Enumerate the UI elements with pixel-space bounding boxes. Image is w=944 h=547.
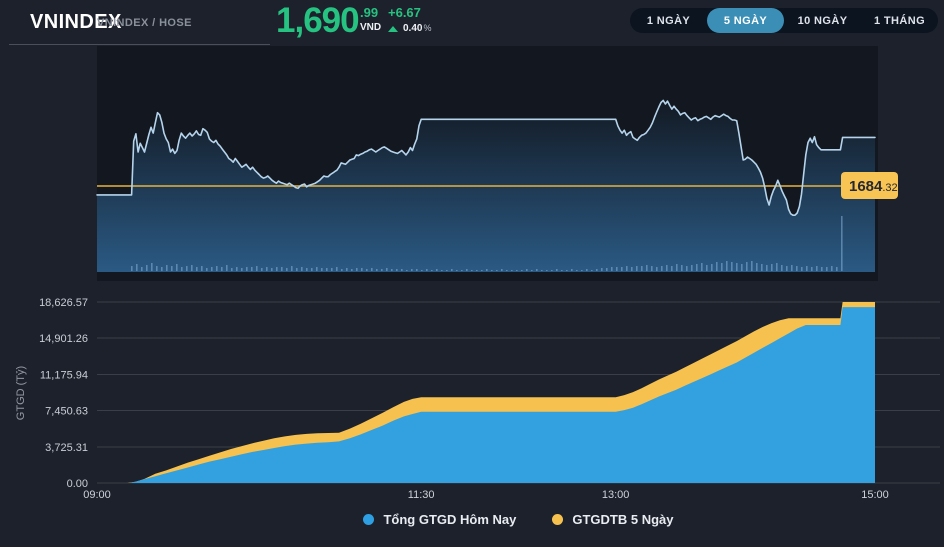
legend-item-gtgdtb-5-ngay[interactable]: GTGDTB 5 Ngày — [552, 512, 674, 527]
title-underline — [9, 44, 270, 45]
legend-dot-blue-icon — [363, 514, 375, 525]
x-axis-tick-label: 13:00 — [602, 489, 630, 501]
chart-legend: Tổng GTGD Hôm Nay GTGDTB 5 Ngày — [97, 512, 940, 527]
y-axis-tick-label: 11,175.94 — [40, 369, 88, 381]
range-button-1-ngay[interactable]: 1 NGÀY — [630, 8, 707, 33]
up-arrow-icon — [388, 25, 398, 32]
reference-price-text: 1684.32 — [849, 178, 898, 195]
symbol-title: VNINDEX — [30, 11, 122, 33]
range-button-5-ngay[interactable]: 5 NGÀY — [707, 8, 784, 33]
y-axis-tick-label: 14,901.26 — [39, 333, 88, 345]
header: VNINDEX VNINDEX / HOSE 1,690 .99 VND +6.… — [0, 0, 944, 46]
index-price-decimal: .99 — [360, 5, 379, 20]
y-axis-tick-label: 3,725.31 — [45, 442, 88, 454]
price-line — [96, 99, 876, 216]
index-change: +6.67 — [388, 5, 421, 20]
volume-chart[interactable]: 0.00 3,725.31 7,450.63 11,175.94 14,901.26 18… — [0, 281, 944, 512]
y-axis-title: GTGD (Tỷ) — [15, 366, 27, 420]
price-chart[interactable]: 1684.32 — [0, 46, 944, 281]
y-axis-tick-label: 7,450.63 — [45, 406, 88, 418]
reference-price-label — [841, 172, 898, 199]
index-change-percent: 0.40 — [403, 23, 423, 34]
x-axis-tick-label: 11:30 — [408, 489, 435, 501]
legend-dot-yellow-icon — [552, 514, 564, 525]
currency-label: VND — [360, 22, 382, 33]
mini-volume-bars — [131, 216, 843, 271]
legend-item-tong-gtgd-hom-nay[interactable]: Tổng GTGD Hôm Nay — [363, 512, 516, 527]
y-axis-tick-label: 0.00 — [67, 478, 88, 490]
range-button-1-thang[interactable]: 1 THÁNG — [861, 8, 938, 33]
change-block: +6.67 0.40 % — [388, 6, 431, 35]
percent-sign: % — [423, 23, 432, 33]
range-button-10-ngay[interactable]: 10 NGÀY — [784, 8, 861, 33]
index-price: 1,690 — [276, 1, 360, 40]
x-axis-tick-label: 09:00 — [83, 489, 111, 501]
range-toolbar: 1 NGÀY 5 NGÀY 10 NGÀY 1 THÁNG — [630, 8, 938, 33]
y-axis-tick-label: 18,626.57 — [39, 297, 88, 309]
price-decimal-block: .99 VND — [360, 6, 390, 34]
area-tong-gtgd-hom-nay — [97, 307, 875, 483]
x-axis-tick-label: 15:00 — [861, 489, 889, 501]
symbol-subtitle: VNINDEX / HOSE — [97, 17, 192, 29]
